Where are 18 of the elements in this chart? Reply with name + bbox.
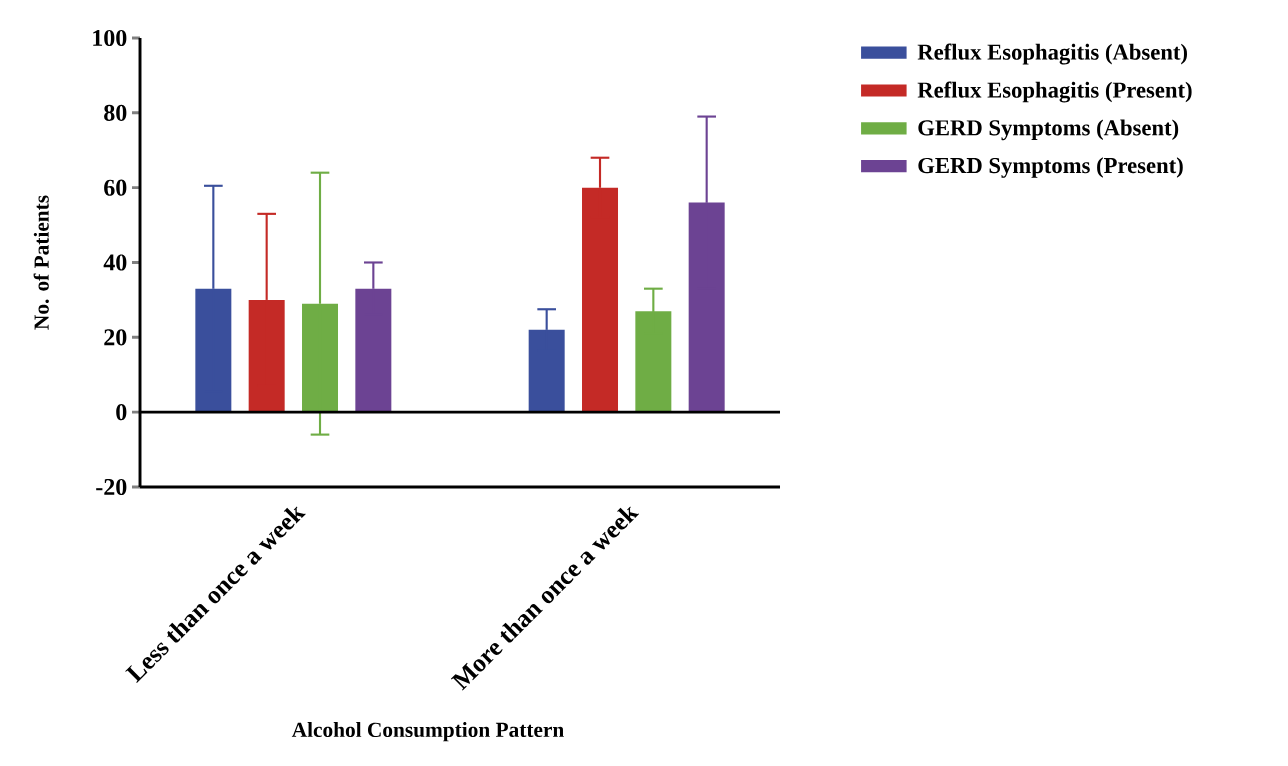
x-axis-title: Alcohol Consumption Pattern: [291, 722, 564, 742]
bar: [635, 311, 672, 413]
y-tick-label: 40: [103, 254, 127, 271]
bar: [688, 202, 725, 413]
y-tick-label: 20: [104, 329, 127, 346]
y-tick-label: -20: [96, 478, 127, 496]
bar: [528, 329, 565, 413]
y-tick-label: 100: [93, 29, 127, 47]
y-tick-label: 0: [116, 404, 127, 421]
y-tick-label: 60: [104, 179, 127, 196]
y-tick-label: 80: [104, 104, 127, 121]
legend-label: GERD Symptoms (Present): [918, 157, 1183, 178]
legend-label: Reflux Esophagitis (Present): [917, 81, 1192, 103]
y-axis-title: No. of Patients: [33, 195, 49, 330]
legend-label: GERD Symptoms (Absent): [918, 119, 1179, 141]
bar: [355, 288, 392, 413]
legend-label: Reflux Esophagitis (Absent): [917, 43, 1188, 65]
bar: [582, 187, 619, 413]
